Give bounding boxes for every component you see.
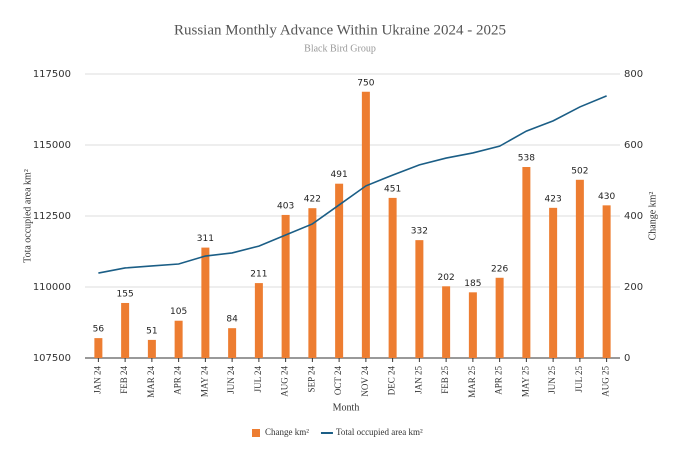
x-axis-label: Month [333, 402, 360, 413]
y-axis-label: Tota occupied area km² [22, 169, 33, 263]
data-label: 430 [598, 192, 615, 202]
y-tick-label: 117500 [33, 69, 71, 80]
data-label: 538 [518, 154, 535, 164]
chart-subtitle: Black Bird Group [304, 43, 376, 54]
y-tick-label: 112500 [33, 211, 71, 222]
data-label: 502 [571, 166, 588, 176]
bar [442, 286, 451, 358]
data-label: 105 [170, 307, 187, 317]
bar [468, 292, 477, 358]
data-label: 750 [357, 78, 374, 88]
bar [522, 167, 531, 358]
x-tick-label: MAY 25 [520, 366, 530, 398]
data-label: 185 [464, 279, 481, 289]
bar [602, 205, 611, 358]
bar [308, 208, 317, 358]
line [98, 95, 607, 274]
bar [281, 214, 290, 358]
x-tick-label: NOV 24 [360, 366, 370, 397]
bar [388, 197, 397, 358]
x-tick-label: FEB 24 [119, 366, 129, 394]
bar [575, 179, 584, 358]
x-tick-label: SEP 24 [306, 366, 316, 393]
y2-axis-label: Change km² [647, 192, 658, 241]
x-tick-label: AUG 25 [601, 366, 611, 397]
x-tick-label: JAN 25 [413, 366, 423, 394]
legend-label: Change km² [265, 427, 309, 437]
data-label: 422 [304, 195, 321, 205]
data-label: 56 [93, 325, 105, 335]
bar [495, 277, 504, 358]
bar [147, 339, 156, 358]
data-label: 403 [277, 201, 294, 211]
bar [174, 320, 183, 358]
data-label: 311 [197, 234, 214, 244]
data-label: 491 [331, 170, 348, 180]
bar [415, 240, 424, 358]
y2-tick-label: 800 [624, 69, 643, 80]
data-label: 332 [411, 227, 428, 237]
x-tick-label: MAR 25 [467, 366, 477, 398]
x-tick-label: OCT 24 [333, 366, 343, 396]
data-label: 211 [250, 270, 267, 280]
y2-tick-label: 0 [624, 353, 630, 364]
data-label: 84 [226, 315, 238, 325]
legend-label: Total occupied area km² [336, 427, 423, 437]
y-tick-label: 107500 [33, 353, 71, 364]
y2-tick-label: 200 [624, 282, 643, 293]
y-tick-label: 110000 [33, 282, 71, 293]
x-tick-label: APR 24 [173, 366, 183, 395]
bar [549, 207, 558, 358]
x-tick-label: JUL 24 [253, 366, 263, 393]
bar [228, 328, 237, 358]
bar [94, 338, 103, 358]
chart-title: Russian Monthly Advance Within Ukraine 2… [174, 22, 506, 38]
x-tick-label: JAN 24 [92, 366, 102, 394]
x-tick-label: MAY 24 [199, 366, 209, 398]
x-tick-label: JUN 25 [547, 366, 557, 394]
bar [201, 247, 210, 358]
data-label: 423 [545, 194, 562, 204]
x-tick-label: MAR 24 [146, 366, 156, 398]
data-label: 226 [491, 264, 508, 274]
bar [335, 183, 344, 358]
data-label: 51 [146, 326, 157, 336]
data-label: 451 [384, 184, 401, 194]
legend-swatch [252, 429, 260, 437]
data-label: 155 [117, 289, 134, 299]
x-tick-label: APR 25 [494, 366, 504, 395]
bar [254, 283, 263, 358]
x-tick-label: JUL 25 [574, 366, 584, 393]
y-tick-label: 115000 [33, 140, 71, 151]
y2-tick-label: 600 [624, 140, 643, 151]
bar [361, 91, 370, 358]
x-tick-label: FEB 25 [440, 366, 450, 394]
data-label: 202 [438, 273, 455, 283]
x-tick-label: JUN 24 [226, 366, 236, 394]
y2-tick-label: 400 [624, 211, 643, 222]
x-tick-label: AUG 24 [280, 366, 290, 397]
bar [121, 302, 130, 358]
x-tick-label: DEC 24 [387, 366, 397, 396]
